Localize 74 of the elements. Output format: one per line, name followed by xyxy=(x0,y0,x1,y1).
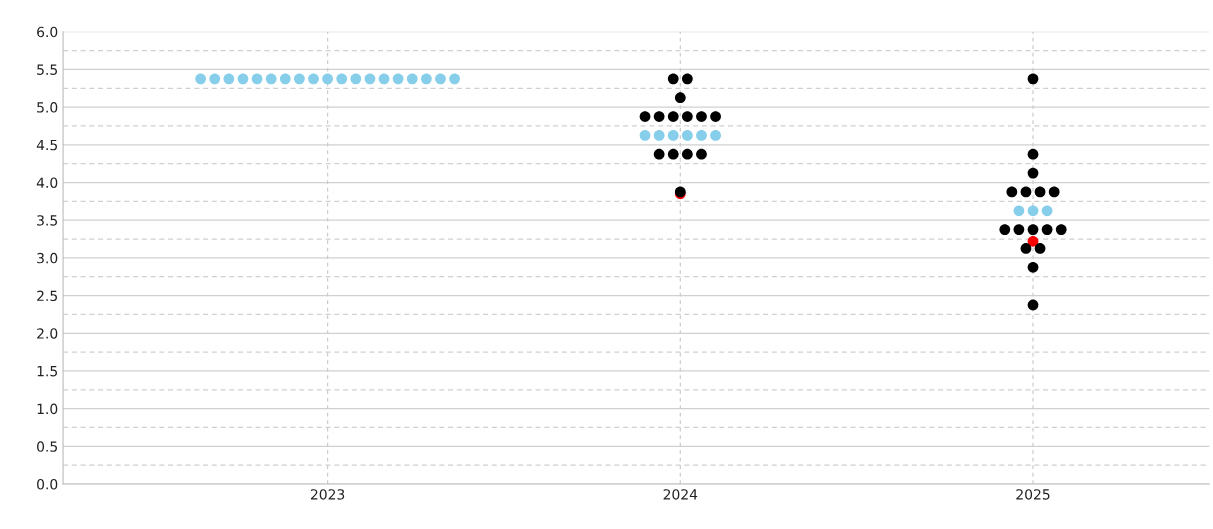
point xyxy=(1041,205,1053,217)
point xyxy=(364,73,376,85)
y-tick-label: 1.0 xyxy=(37,403,58,415)
point xyxy=(667,73,679,85)
point xyxy=(392,73,404,85)
point xyxy=(322,73,333,85)
y-tick-label: 2.5 xyxy=(37,290,57,302)
point xyxy=(209,73,221,85)
x-tick-label: 2023 xyxy=(310,489,345,500)
point xyxy=(308,73,319,85)
x-tick-label: 2024 xyxy=(663,489,698,500)
point xyxy=(251,73,263,85)
y-tick-label: 5.5 xyxy=(37,64,57,75)
x-tick-label: 2025 xyxy=(1016,489,1050,500)
point xyxy=(1027,167,1039,179)
point xyxy=(1020,186,1032,198)
point xyxy=(1027,299,1039,311)
point xyxy=(223,73,235,85)
point xyxy=(653,148,665,160)
y-tick-label: 3.5 xyxy=(37,215,57,226)
y-tick-label: 0.0 xyxy=(37,479,58,490)
point xyxy=(336,73,348,85)
point xyxy=(1013,224,1025,235)
point xyxy=(639,111,651,122)
y-tick-label: 2.0 xyxy=(37,328,58,339)
point xyxy=(681,130,693,141)
point xyxy=(696,148,707,160)
point xyxy=(999,224,1011,235)
point xyxy=(696,130,707,141)
point xyxy=(667,111,679,122)
point xyxy=(1020,243,1032,254)
point xyxy=(435,73,446,85)
point xyxy=(681,111,693,122)
point xyxy=(667,148,679,160)
y-tick-label: 6.0 xyxy=(37,26,58,38)
y-tick-label: 5.0 xyxy=(37,102,58,113)
point xyxy=(1041,224,1053,235)
point xyxy=(1027,205,1039,217)
point xyxy=(1006,186,1018,198)
point xyxy=(696,111,707,122)
point xyxy=(681,73,693,85)
point xyxy=(674,92,686,104)
point xyxy=(1027,148,1039,160)
y-tick-label: 4.5 xyxy=(36,139,57,151)
point xyxy=(1027,261,1039,273)
point xyxy=(1034,243,1046,254)
point xyxy=(265,73,277,85)
point xyxy=(653,111,665,122)
point xyxy=(681,148,693,160)
point xyxy=(1027,235,1039,247)
point xyxy=(406,73,418,85)
point xyxy=(294,73,305,85)
y-tick-label: 4.0 xyxy=(36,177,58,188)
point xyxy=(420,73,432,85)
point xyxy=(710,130,721,141)
y-tick-label: 1.5 xyxy=(37,366,57,377)
point xyxy=(449,73,460,85)
point xyxy=(1013,205,1025,217)
point xyxy=(195,73,207,85)
point xyxy=(653,130,665,141)
point xyxy=(710,111,721,122)
point xyxy=(350,73,362,85)
point xyxy=(1034,186,1046,198)
point xyxy=(237,73,249,85)
point xyxy=(279,73,291,85)
point xyxy=(667,130,679,141)
y-tick-label: 0.5 xyxy=(37,441,57,452)
point xyxy=(1048,186,1060,198)
point xyxy=(1055,224,1067,235)
y-tick-label: 3.0 xyxy=(37,252,58,264)
point xyxy=(639,130,651,141)
point xyxy=(1027,73,1039,85)
point xyxy=(378,73,390,85)
point xyxy=(1027,224,1039,235)
